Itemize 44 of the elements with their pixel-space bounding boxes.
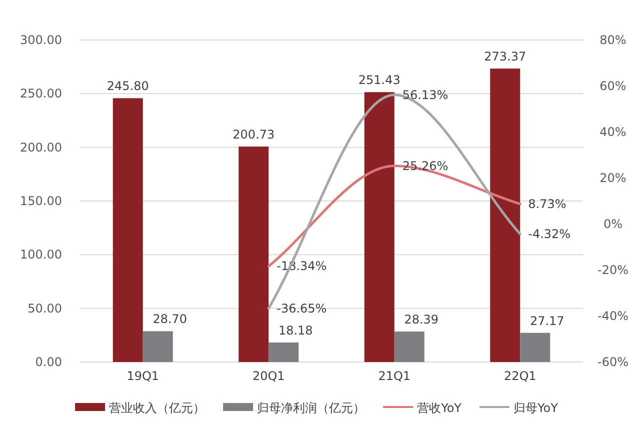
data-label: 251.43 [358,73,400,88]
y2-tick-label: 60% [600,79,626,93]
data-label: 25.26% [402,158,448,173]
bar [112,98,143,362]
bar [394,332,424,362]
y-tick-label: 250.00 [20,86,62,101]
y2-tick-label: 40% [600,125,626,139]
legend-label: 营收YoY [417,401,462,415]
y2-tick-label: -60% [597,355,629,369]
y2-tick-label: 80% [600,33,626,47]
x-tick-label: 19Q1 [126,369,160,383]
bar [364,92,394,362]
y-tick-label: 0.00 [35,355,62,369]
data-label: 27.17 [530,314,564,328]
data-label: 28.39 [404,312,439,327]
data-label: 245.80 [106,79,149,94]
data-label: 200.73 [232,128,275,142]
data-label: -4.32% [528,226,571,241]
y-tick-label: 100.00 [20,248,62,262]
bar [520,332,550,362]
y-tick-label: 300.00 [20,33,62,47]
data-label: 28.70 [152,312,188,326]
y2-tick-label: 20% [600,171,626,185]
y2-tick-label: 0% [603,217,623,231]
x-tick-label: 22Q1 [504,369,536,383]
y-tick-label: 150.00 [20,194,62,208]
y2-tick-label: -20% [597,263,629,277]
bar [142,331,173,362]
y-tick-label: 200.00 [20,140,62,154]
bar [238,146,269,362]
x-tick-label: 21Q1 [378,369,411,383]
bar [268,342,299,362]
data-label: 273.37 [484,50,526,64]
legend-label: 归母净利润（亿元） [257,401,366,415]
legend-label: 归母YoY [514,401,559,415]
data-label: 18.18 [278,323,313,338]
data-label: -36.65% [276,301,327,316]
data-label: 56.13% [402,88,448,102]
y2-tick-label: -40% [597,309,629,323]
y-tick-label: 50.00 [28,301,62,316]
x-tick-label: 20Q1 [252,369,285,383]
legend-label: 营业收入（亿元） [109,401,206,415]
data-label: 8.73% [528,196,566,211]
bar [490,68,520,362]
